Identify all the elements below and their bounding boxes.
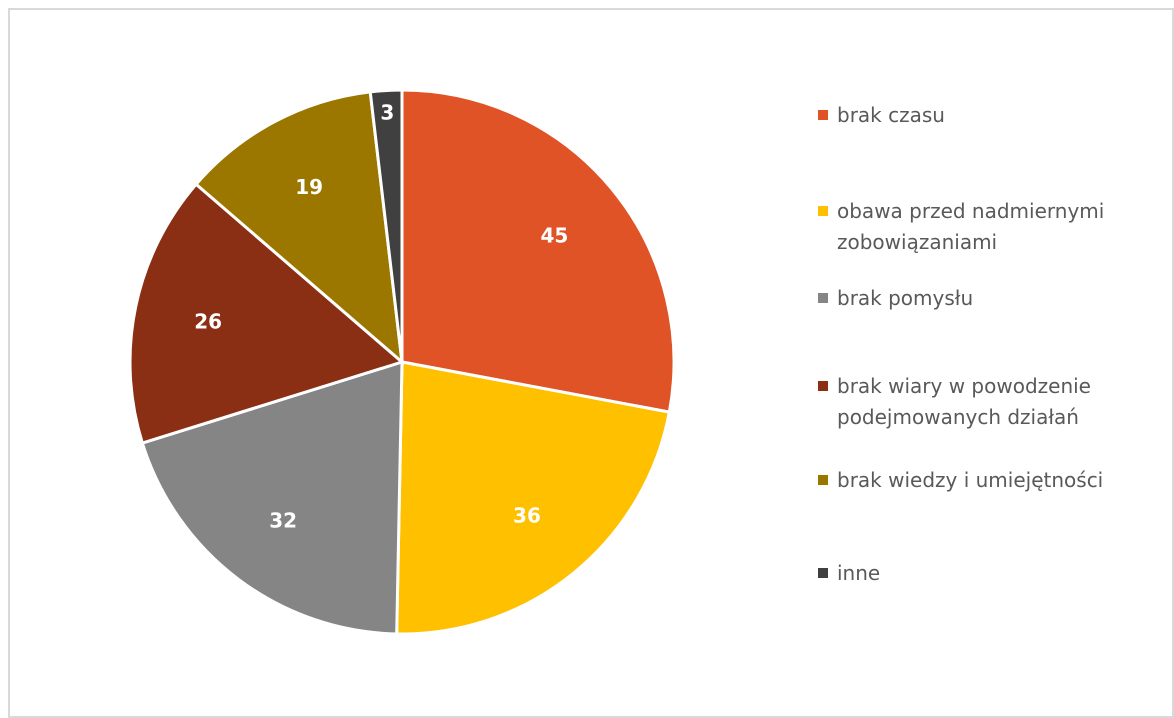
legend-swatch-brak-wiary bbox=[818, 381, 828, 391]
legend-label: brak wiedzy i umiejętności bbox=[837, 465, 1168, 496]
legend-label-line: brak pomysłu bbox=[837, 286, 974, 310]
legend-label: inne bbox=[837, 558, 1168, 589]
legend-item-inne: inne bbox=[818, 558, 1168, 589]
legend-label-line: inne bbox=[837, 561, 881, 585]
pie-slice-5 bbox=[194, 90, 404, 366]
legend-item-brak-czasu: brak czasu bbox=[818, 100, 1168, 131]
legend-item-obawa: obawa przed nadmiernymi zobowiązaniami bbox=[818, 196, 1168, 258]
legend-label: brak pomysłu bbox=[837, 283, 1168, 314]
legend-item-brak-wiedzy: brak wiedzy i umiejętności bbox=[818, 465, 1168, 496]
legend-swatch-brak-czasu bbox=[818, 110, 828, 120]
pie-slice-2 bbox=[395, 360, 672, 636]
legend-label-line: podejmowanych działań bbox=[837, 405, 1079, 429]
pie-slice-6 bbox=[368, 88, 404, 363]
legend-swatch-brak-wiedzy bbox=[818, 475, 828, 485]
legend-item-brak-pomyslu: brak pomysłu bbox=[818, 283, 1168, 314]
legend-label-line: brak wiedzy i umiejętności bbox=[837, 468, 1104, 492]
legend-item-brak-wiary: brak wiary w powodzenie podejmowanych dz… bbox=[818, 371, 1168, 433]
legend-label: brak czasu bbox=[837, 100, 1168, 131]
data-label-2: 36 bbox=[513, 504, 541, 528]
legend-swatch-obawa bbox=[818, 206, 828, 216]
pie-slice-3 bbox=[140, 359, 404, 636]
data-label-4: 26 bbox=[194, 310, 222, 334]
legend-label: obawa przed nadmiernymi zobowiązaniami bbox=[837, 196, 1168, 258]
legend-label-line: brak wiary w powodzenie bbox=[837, 374, 1091, 398]
pie-slice-4 bbox=[128, 182, 406, 445]
legend-label: brak wiary w powodzenie podejmowanych dz… bbox=[837, 371, 1168, 433]
data-label-1: 45 bbox=[540, 224, 568, 248]
data-label-3: 32 bbox=[269, 508, 297, 532]
data-label-6: 3 bbox=[380, 100, 394, 124]
legend-label-line: obawa przed nadmiernymi bbox=[837, 199, 1105, 223]
legend-swatch-brak-pomyslu bbox=[818, 293, 828, 303]
pie-slice-1 bbox=[400, 88, 676, 414]
legend-swatch-inne bbox=[818, 568, 828, 578]
legend-label-line: brak czasu bbox=[837, 103, 945, 127]
legend-label-line: zobowiązaniami bbox=[837, 230, 998, 254]
pie-slices bbox=[128, 88, 676, 636]
pie-data-labels: 45 36 32 26 19 3 bbox=[194, 100, 568, 532]
data-label-5: 19 bbox=[295, 175, 323, 199]
